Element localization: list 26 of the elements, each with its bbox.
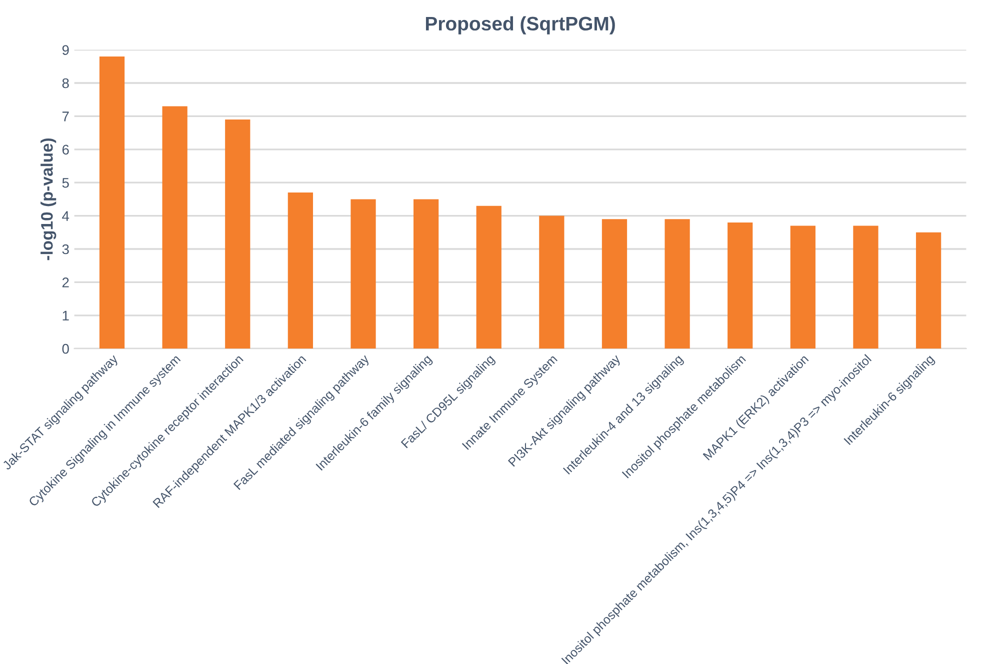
- bar: [664, 219, 690, 349]
- y-tick-label: 3: [62, 244, 69, 254]
- bar: [602, 219, 628, 349]
- bar: [414, 199, 439, 349]
- bar: [99, 56, 125, 349]
- y-tick-label: 8: [62, 78, 69, 88]
- bar: [728, 222, 753, 349]
- y-tick-label: 1: [62, 310, 69, 320]
- chart-title: Proposed (SqrtPGM): [426, 16, 615, 34]
- bar: [916, 232, 942, 349]
- bar: [853, 226, 878, 349]
- bar: [225, 120, 250, 349]
- y-tick-label: 9: [62, 45, 69, 55]
- y-tick-label: 0: [62, 344, 69, 354]
- bar: [288, 192, 313, 349]
- bar: [350, 199, 376, 349]
- y-tick-label: 6: [62, 144, 69, 155]
- bar: [162, 106, 188, 349]
- bar: [476, 206, 502, 349]
- bar: [539, 216, 564, 349]
- bar: [790, 226, 816, 349]
- y-axis-title: -log10 (p-value): [40, 138, 56, 260]
- y-tick-label: 4: [62, 211, 70, 221]
- y-tick-label: 2: [62, 278, 69, 288]
- y-tick-label: 5: [62, 178, 69, 188]
- y-tick-label: 7: [62, 112, 69, 122]
